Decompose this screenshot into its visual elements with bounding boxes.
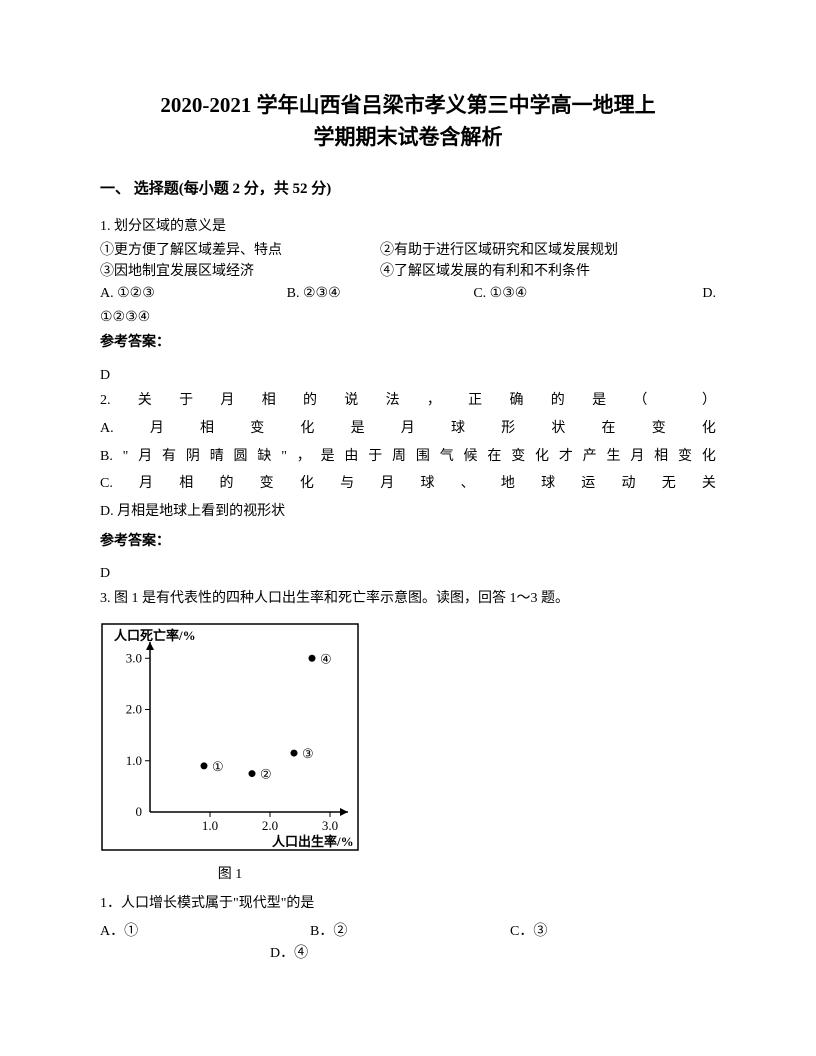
- question-3: 3. 图 1 是有代表性的四种人口出生率和死亡率示意图。读图，回答 1～3 题。…: [100, 588, 716, 964]
- title-line2: 学期期末试卷含解析: [100, 122, 716, 154]
- q1-sub4: ④了解区域发展的有利和不利条件: [380, 261, 716, 283]
- q1-optD: D.: [660, 283, 716, 305]
- q1-optD-cont: ①②③④: [100, 307, 716, 329]
- svg-text:2.0: 2.0: [126, 701, 142, 716]
- q3-sub1-opts: A．① B．② C．③: [100, 921, 716, 943]
- scatter-chart: 1.0 2.0 3.0 1.0 2.0 3.0 0 人口死亡率/% 人口出生率/% ① ② ③ ④: [100, 622, 360, 852]
- q3-sub1-optB: B．②: [310, 921, 510, 943]
- question-2: 2.关于月相的说法，正确的是（） A.月相变化是月球形状在变化 B."月有阴晴圆…: [100, 390, 716, 552]
- q3-caption: 图 1: [100, 864, 360, 886]
- q2-optC: C.月相的变化与月球、地球运动无关: [100, 473, 716, 495]
- svg-text:3.0: 3.0: [322, 818, 338, 833]
- q3-sub1: 1．人口增长模式属于"现代型"的是: [100, 893, 716, 915]
- q1-sub2: ②有助于进行区域研究和区域发展规划: [380, 240, 716, 262]
- q3-sub1-optC: C．③: [510, 921, 716, 943]
- svg-text:④: ④: [320, 651, 332, 666]
- q2-optB: B."月有阴晴圆缺"，是由于周围气候在变化才产生月相变化: [100, 446, 716, 468]
- svg-text:②: ②: [260, 767, 272, 782]
- svg-text:人口死亡率/%: 人口死亡率/%: [114, 628, 196, 643]
- q3-stem: 3. 图 1 是有代表性的四种人口出生率和死亡率示意图。读图，回答 1～3 题。: [100, 588, 716, 610]
- q3-chart: 1.0 2.0 3.0 1.0 2.0 3.0 0 人口死亡率/% 人口出生率/% ① ② ③ ④ 图 …: [100, 622, 716, 885]
- title-line1: 2020-2021 学年山西省吕梁市孝义第三中学高一地理上: [100, 90, 716, 122]
- question-1: 1. 划分区域的意义是 ①更方便了解区域差异、特点 ②有助于进行区域研究和区域发…: [100, 216, 716, 354]
- q1-optB: B. ②③④: [287, 283, 474, 305]
- q2-optD: D. 月相是地球上看到的视形状: [100, 501, 716, 523]
- q2-stem: 2.关于月相的说法，正确的是（）: [100, 390, 716, 412]
- q3-sub1-optA: A．①: [100, 921, 310, 943]
- svg-text:人口出生率/%: 人口出生率/%: [272, 834, 354, 849]
- page-title: 2020-2021 学年山西省吕梁市孝义第三中学高一地理上 学期期末试卷含解析: [100, 90, 716, 153]
- q1-sub1: ①更方便了解区域差异、特点: [100, 240, 380, 262]
- q1-stem: 1. 划分区域的意义是: [100, 216, 716, 238]
- svg-text:1.0: 1.0: [202, 818, 218, 833]
- q1-optC: C. ①③④: [473, 283, 660, 305]
- section-header: 一、 选择题(每小题 2 分，共 52 分): [100, 177, 716, 198]
- q1-answer: D: [100, 368, 716, 384]
- q1-options: A. ①②③ B. ②③④ C. ①③④ D.: [100, 283, 716, 305]
- svg-text:0: 0: [136, 804, 143, 819]
- svg-text:1.0: 1.0: [126, 753, 142, 768]
- svg-text:③: ③: [302, 746, 314, 761]
- q1-answer-label: 参考答案：: [100, 332, 716, 354]
- q2-optA: A.月相变化是月球形状在变化: [100, 418, 716, 440]
- q2-answer-label: 参考答案：: [100, 531, 716, 553]
- q1-optA: A. ①②③: [100, 283, 287, 305]
- q3-sub1-optD: D．④: [100, 943, 716, 965]
- q2-answer: D: [100, 566, 716, 582]
- svg-text:2.0: 2.0: [262, 818, 278, 833]
- svg-text:3.0: 3.0: [126, 650, 142, 665]
- svg-text:①: ①: [212, 759, 224, 774]
- q1-sub3: ③因地制宜发展区域经济: [100, 261, 380, 283]
